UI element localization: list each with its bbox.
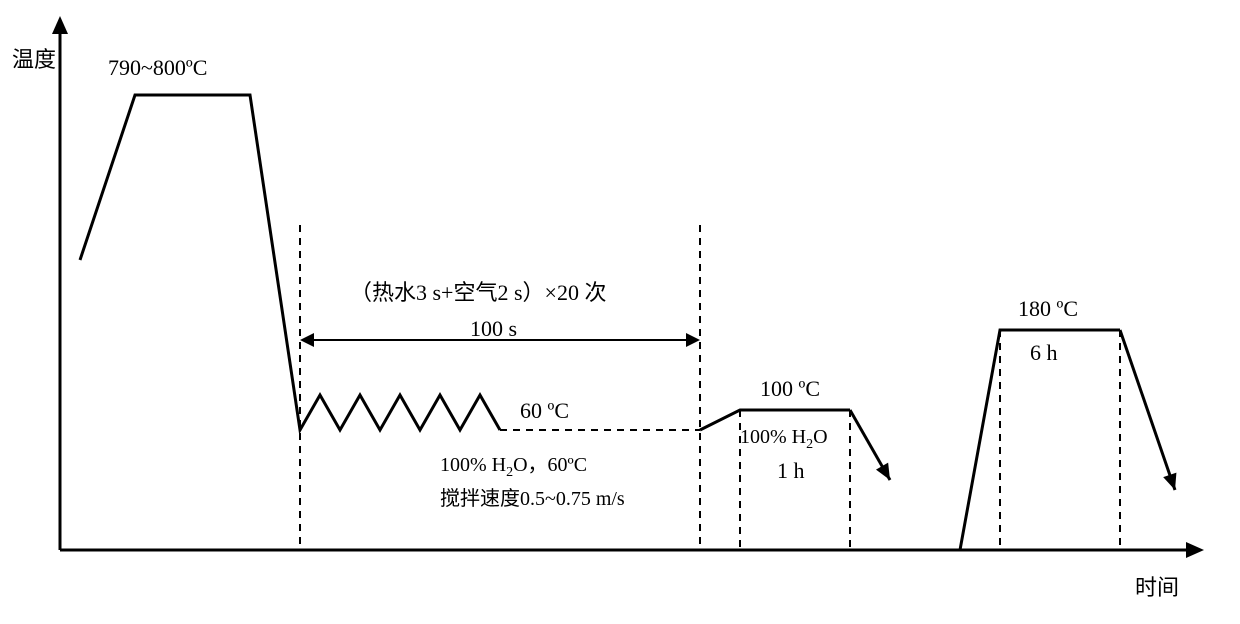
heat-treatment-diagram: 温度 时间 790~800ºC （热水3 s+空气2 s）×20 次 100 s… [0, 0, 1240, 624]
x-axis-label: 时间 [1135, 570, 1179, 602]
flat60-note1: 100% H2O，60ºC [440, 448, 587, 481]
plat180-dur: 6 h [1030, 340, 1058, 366]
zigzag-temp-label: 60 ºC [520, 398, 569, 424]
plat100-note: 100% H2O [740, 426, 828, 453]
peak1-temp-label: 790~800ºC [108, 55, 207, 81]
y-axis-label: 温度 [12, 42, 56, 74]
plat100-dur: 1 h [777, 458, 805, 484]
cycle-duration: 100 s [470, 316, 517, 342]
plat100-label: 100 ºC [760, 376, 820, 402]
cycle-note: （热水3 s+空气2 s）×20 次 [350, 275, 606, 307]
flat60-note2: 搅拌速度0.5~0.75 m/s [440, 482, 625, 511]
plat180-label: 180 ºC [1018, 296, 1078, 322]
